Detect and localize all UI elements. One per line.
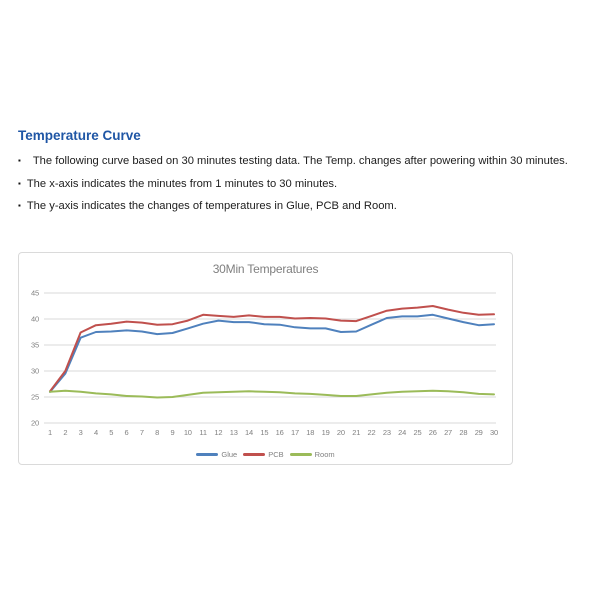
x-axis-tick-label: 5: [109, 428, 113, 437]
legend-label: PCB: [268, 450, 284, 459]
x-axis-tick-label: 21: [352, 428, 360, 437]
legend-swatch-pcb-icon: [243, 453, 266, 456]
x-axis-tick-label: 17: [291, 428, 299, 437]
x-axis-tick-label: 10: [184, 428, 192, 437]
bullet-text: The following curve based on 30 minutes …: [32, 155, 568, 167]
bullet-square-icon: ▪: [18, 156, 21, 165]
y-axis-tick-label: 20: [31, 419, 39, 428]
series-line-glue: [49, 313, 495, 393]
x-axis-tick-label: 12: [214, 428, 222, 437]
bullet-text: The x-axis indicates the minutes from 1 …: [26, 177, 338, 190]
bullet-item: ▪ The following curve based on 30 minutes…: [18, 150, 582, 173]
series-line-room: [49, 389, 495, 399]
x-axis-tick-label: 3: [79, 428, 83, 437]
legend-swatch-glue-icon: [196, 453, 219, 456]
bullet-text: The y-axis indicates the changes of temp…: [26, 200, 397, 212]
x-axis-tick-label: 2: [63, 428, 67, 437]
chart-legend: Glue PCB Room: [19, 450, 512, 459]
legend-item-pcb: PCB: [243, 450, 284, 459]
legend-swatch-room-icon: [289, 453, 312, 456]
x-axis-tick-label: 22: [368, 428, 376, 437]
y-axis-tick-label: 30: [31, 367, 39, 376]
legend-item-room: Room: [289, 450, 335, 459]
x-axis-tick-label: 20: [337, 428, 345, 437]
section-heading: Temperature Curve: [18, 128, 141, 143]
y-axis-tick-label: 35: [31, 341, 39, 350]
y-axis-tick-label: 40: [31, 315, 39, 324]
bullet-square-icon: ▪: [18, 178, 21, 188]
x-axis-tick-label: 6: [125, 428, 129, 437]
legend-item-glue: Glue: [196, 450, 237, 459]
x-axis-tick-label: 15: [260, 428, 268, 437]
x-axis-tick-label: 25: [413, 428, 421, 437]
x-axis-tick-label: 28: [459, 428, 467, 437]
x-axis-tick-label: 27: [444, 428, 452, 437]
y-axis-tick-label: 25: [31, 393, 39, 402]
bullet-square-icon: ▪: [18, 201, 21, 210]
chart-panel: 20 25 30 35 40 45 1 2 3 4 5 6 7 8 9 10 11 12 13 14 15 16 17 18 1…: [18, 252, 513, 465]
x-axis-tick-label: 1: [48, 428, 52, 437]
chart-title: 30Min Temperatures: [212, 262, 319, 276]
x-axis-tick-label: 7: [140, 428, 144, 437]
legend-label: Glue: [221, 450, 238, 459]
x-axis-tick-label: 23: [383, 428, 391, 437]
series-line-pcb: [49, 305, 495, 393]
x-axis-tick-label: 19: [322, 428, 330, 437]
x-axis-tick-label: 8: [155, 428, 159, 437]
y-axis-tick-label: 45: [31, 289, 39, 298]
bullet-item: ▪ The y-axis indicates the changes of tem…: [18, 195, 582, 218]
x-axis-tick-label: 18: [306, 428, 314, 437]
x-axis-tick-label: 30: [490, 428, 498, 437]
x-axis-tick-label: 13: [230, 428, 238, 437]
x-axis-tick-label: 29: [475, 428, 483, 437]
document-body: Temperature Curve ▪ The following curve b…: [18, 128, 582, 218]
x-axis-tick-label: 11: [199, 428, 206, 437]
x-axis-tick-label: 16: [276, 428, 284, 437]
x-axis-tick-label: 4: [94, 428, 98, 437]
bullet-item: ▪ The x-axis indicates the minutes from 1…: [18, 173, 582, 196]
x-axis-tick-label: 26: [429, 428, 437, 437]
x-axis-tick-label: 9: [170, 428, 174, 437]
x-axis-tick-label: 14: [245, 428, 253, 437]
legend-label: Room: [314, 450, 335, 459]
x-axis-tick-label: 24: [398, 428, 406, 437]
